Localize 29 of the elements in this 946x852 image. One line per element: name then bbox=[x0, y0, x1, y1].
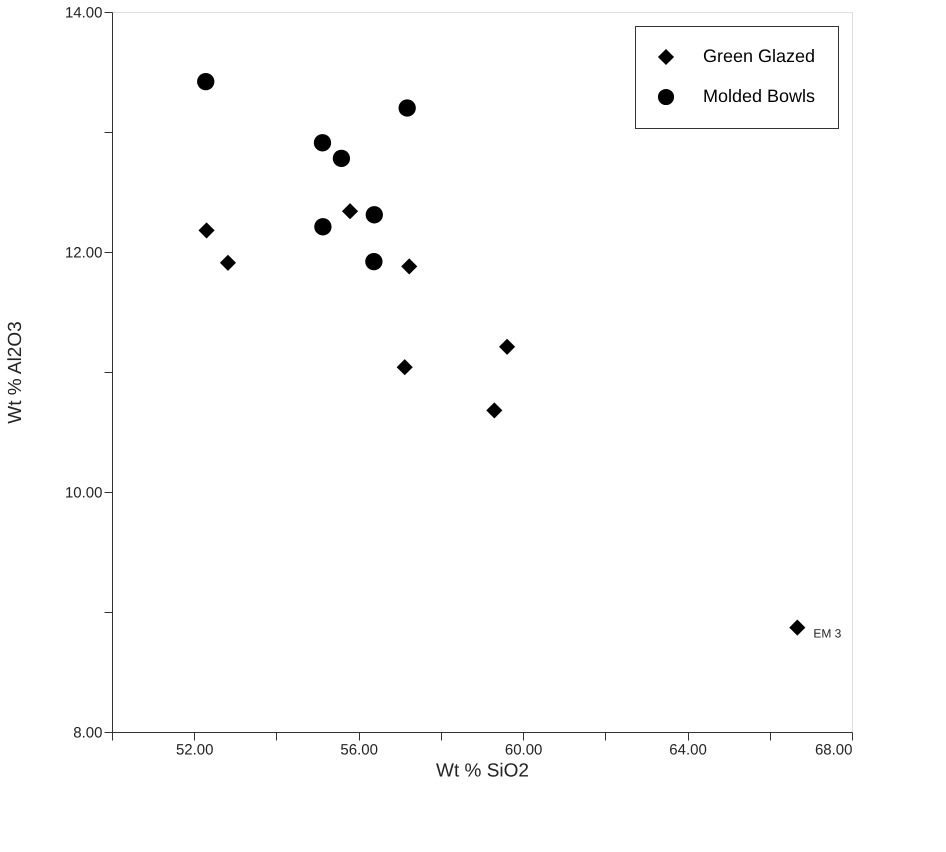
annotation: EM 3 bbox=[813, 626, 842, 641]
x-tick-label: 60.00 bbox=[504, 742, 542, 758]
y-tick-label: 14.00 bbox=[64, 4, 102, 22]
x-tick-label: 68.00 bbox=[814, 742, 852, 758]
point bbox=[314, 134, 332, 152]
y-tick-label: 8.00 bbox=[73, 724, 102, 742]
x-axis-title: Wt % SiO2 bbox=[436, 760, 529, 782]
point bbox=[342, 203, 358, 220]
point bbox=[401, 258, 418, 274]
point bbox=[197, 72, 214, 90]
point bbox=[314, 218, 332, 236]
point bbox=[486, 402, 502, 418]
y-axis-title: Wt % Al2O3 bbox=[4, 321, 26, 424]
x-tick-label: 64.00 bbox=[669, 742, 707, 758]
x-tick-label: 52.00 bbox=[176, 742, 214, 758]
point bbox=[499, 338, 516, 355]
point bbox=[398, 99, 416, 117]
point bbox=[332, 150, 350, 168]
x-tick-label: 56.00 bbox=[340, 742, 378, 758]
point bbox=[396, 359, 413, 376]
point bbox=[366, 206, 383, 224]
point bbox=[198, 222, 215, 238]
point bbox=[220, 254, 236, 271]
point bbox=[365, 252, 383, 270]
y-tick-label: 12.00 bbox=[64, 244, 102, 262]
y-tick-label: 10.00 bbox=[64, 484, 102, 502]
legend-label: Green Glazed bbox=[703, 46, 816, 66]
point bbox=[789, 620, 806, 636]
legend-label: Molded Bowls bbox=[703, 86, 816, 106]
